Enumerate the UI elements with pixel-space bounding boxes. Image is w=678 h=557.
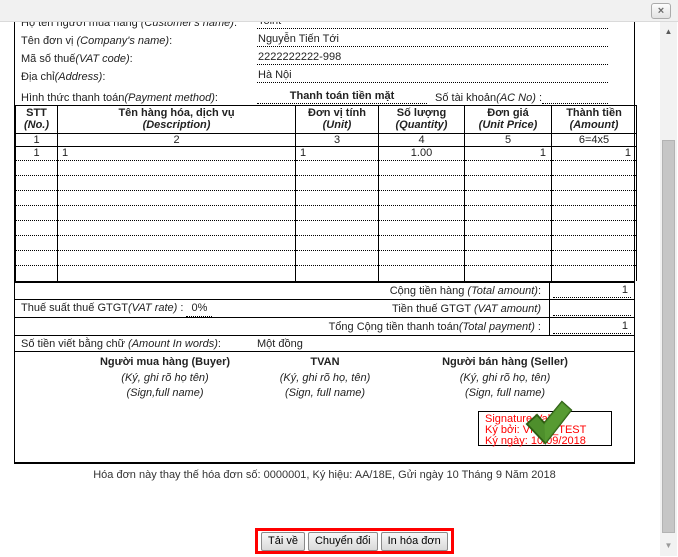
tvan-signature-title: TVAN xyxy=(310,355,340,368)
green-checkmark-icon xyxy=(525,400,573,445)
tvan-sign-instruction-en: (Sign, full name) xyxy=(284,386,366,399)
index-cell: 3 xyxy=(295,133,379,147)
empty-item-row xyxy=(15,190,637,206)
convert-button[interactable]: Chuyển đổi xyxy=(307,531,378,551)
vat-amount-value xyxy=(549,299,634,317)
payment-method-label: Hình thức thanh toán(Payment method): xyxy=(21,92,218,104)
scroll-up-arrow-icon[interactable]: ▲ xyxy=(664,27,673,36)
item-description: 1 xyxy=(57,146,296,161)
col-header-unit: Đơn vị tính (Unit) xyxy=(295,105,379,134)
address-value: Hà Nội xyxy=(257,68,608,83)
buyer-signature-block: Người mua hàng (Buyer) (Ký, ghi rõ họ tê… xyxy=(45,356,285,400)
empty-item-row xyxy=(15,220,637,236)
col-header-amount: Thành tiền (Amount) xyxy=(551,105,637,134)
empty-item-row xyxy=(15,205,637,221)
close-button[interactable]: × xyxy=(651,3,671,19)
item-quantity: 1.00 xyxy=(378,146,465,161)
print-invoice-button[interactable]: In hóa đơn xyxy=(380,531,448,551)
vat-amount-label: Tiền thuế GTGT (VAT amount) xyxy=(392,302,541,315)
index-cell: 1 xyxy=(15,133,58,147)
buyer-info-section: Họ tên người mua hàng (Customer's name):… xyxy=(15,0,634,104)
vat-code-row: Mã số thuế(VAT code): 2222222222-998 xyxy=(15,47,634,65)
col-header-description: Tên hàng hóa, dịch vụ (Description) xyxy=(57,105,296,134)
empty-item-row xyxy=(15,175,637,191)
scrollbar-thumb[interactable] xyxy=(662,140,675,533)
item-stt: 1 xyxy=(15,146,58,161)
close-icon: × xyxy=(657,5,665,17)
index-cell: 6=4x5 xyxy=(551,133,637,147)
address-label: Địa chỉ(Address): xyxy=(21,71,106,83)
invoice-document: Họ tên người mua hàng (Customer's name):… xyxy=(14,0,637,466)
item-unit: 1 xyxy=(295,146,379,161)
digital-signature-badge: Signature Valid Ký bởi: VNPT_TEST Ký ngà… xyxy=(478,400,612,447)
amount-in-words-label: Số tiền viết bằng chữ (Amount In words): xyxy=(21,337,221,350)
tvan-signature-block: TVAN (Ký, ghi rõ họ, tên) (Sign, full na… xyxy=(215,356,435,400)
buyer-sign-instruction-vi: (Ký, ghi rõ họ tên) xyxy=(121,371,209,384)
address-row: Địa chỉ(Address): Hà Nội xyxy=(15,65,634,83)
col-header-quantity: Số lượng (Quantity) xyxy=(378,105,465,134)
total-amount-row: Cộng tiền hàng (Total amount): 1 xyxy=(15,282,634,300)
vertical-scrollbar[interactable]: ▲ ▼ xyxy=(660,22,677,556)
download-button[interactable]: Tải về xyxy=(261,531,305,551)
total-payment-label: Tổng Cộng tiền thanh toán(Total payment)… xyxy=(328,320,541,333)
empty-item-row xyxy=(15,235,637,251)
vat-rate-value: 0% xyxy=(186,301,213,317)
items-header-row: STT (No.) Tên hàng hóa, dịch vụ (Descripti… xyxy=(15,105,637,134)
company-name-label: Tên đơn vị (Company's name): xyxy=(21,35,173,47)
seller-signature-block: Người bán hàng (Seller) (Ký, ghi rõ họ, … xyxy=(385,356,625,400)
totals-section: Cộng tiền hàng (Total amount): 1 Thuế su… xyxy=(15,280,634,352)
seller-sign-instruction-vi: (Ký, ghi rõ họ, tên) xyxy=(459,371,551,384)
company-name-row: Tên đơn vị (Company's name): Nguyễn Tiến… xyxy=(15,29,634,47)
empty-item-row xyxy=(15,160,637,176)
column-index-row: 1 2 3 4 5 6=4x5 xyxy=(15,133,637,147)
buyer-sign-instruction-en: (Sign,full name) xyxy=(126,386,204,399)
seller-sign-instruction-en: (Sign, full name) xyxy=(464,386,546,399)
buyer-signature-title: Người mua hàng (Buyer) xyxy=(99,355,231,368)
index-cell: 4 xyxy=(378,133,465,147)
item-row: 1 1 1 1.00 1 1 xyxy=(15,146,637,161)
scroll-down-arrow-icon[interactable]: ▼ xyxy=(664,541,673,550)
payment-method-row: Hình thức thanh toán(Payment method): Th… xyxy=(15,83,634,104)
index-cell: 2 xyxy=(57,133,296,147)
account-no-value xyxy=(542,103,608,104)
item-unit-price: 1 xyxy=(464,146,552,161)
amount-in-words-value: Một đồng xyxy=(257,337,303,350)
total-amount-label: Cộng tiền hàng (Total amount): xyxy=(389,284,541,297)
index-cell: 5 xyxy=(464,133,552,147)
vat-code-value: 2222222222-998 xyxy=(257,50,608,65)
vat-rate-label: Thuế suất thuế GTGT(VAT rate) : 0% xyxy=(15,301,213,317)
total-payment-row: Tổng Cộng tiền thanh toán(Total payment)… xyxy=(15,317,634,336)
item-amount: 1 xyxy=(551,146,637,161)
empty-item-row xyxy=(15,250,637,266)
tvan-sign-instruction-vi: (Ký, ghi rõ họ, tên) xyxy=(279,371,371,384)
signatures-section: Người mua hàng (Buyer) (Ký, ghi rõ họ tê… xyxy=(15,352,634,466)
items-table: STT (No.) Tên hàng hóa, dịch vụ (Descripti… xyxy=(15,105,637,281)
total-amount-value: 1 xyxy=(549,282,634,299)
signature-valid-text: Signature Valid xyxy=(485,412,559,425)
account-no-label: Số tài khoản(AC No) : xyxy=(435,92,543,104)
replacement-note: Hóa đơn này thay thế hóa đơn số: 0000001… xyxy=(93,469,556,481)
vat-code-label: Mã số thuế(VAT code): xyxy=(21,53,133,65)
col-header-stt: STT (No.) xyxy=(15,105,58,134)
col-header-unit-price: Đơn giá (Unit Price) xyxy=(464,105,552,134)
seller-signature-title: Người bán hàng (Seller) xyxy=(442,355,568,368)
total-payment-value: 1 xyxy=(549,317,634,335)
dialog-titlebar: × xyxy=(0,0,678,22)
vat-row: Thuế suất thuế GTGT(VAT rate) : 0% Tiền … xyxy=(15,299,634,318)
amount-in-words-row: Số tiền viết bằng chữ (Amount In words):… xyxy=(15,336,634,352)
company-name-value: Nguyễn Tiến Tới xyxy=(257,32,608,47)
action-buttons-highlight: Tải về Chuyển đổi In hóa đơn xyxy=(255,528,454,554)
payment-method-value: Thanh toán tiền mặt xyxy=(257,89,427,104)
empty-item-row xyxy=(15,265,637,281)
signed-date-text: Ký ngày: 10/09/2018 xyxy=(485,434,586,447)
